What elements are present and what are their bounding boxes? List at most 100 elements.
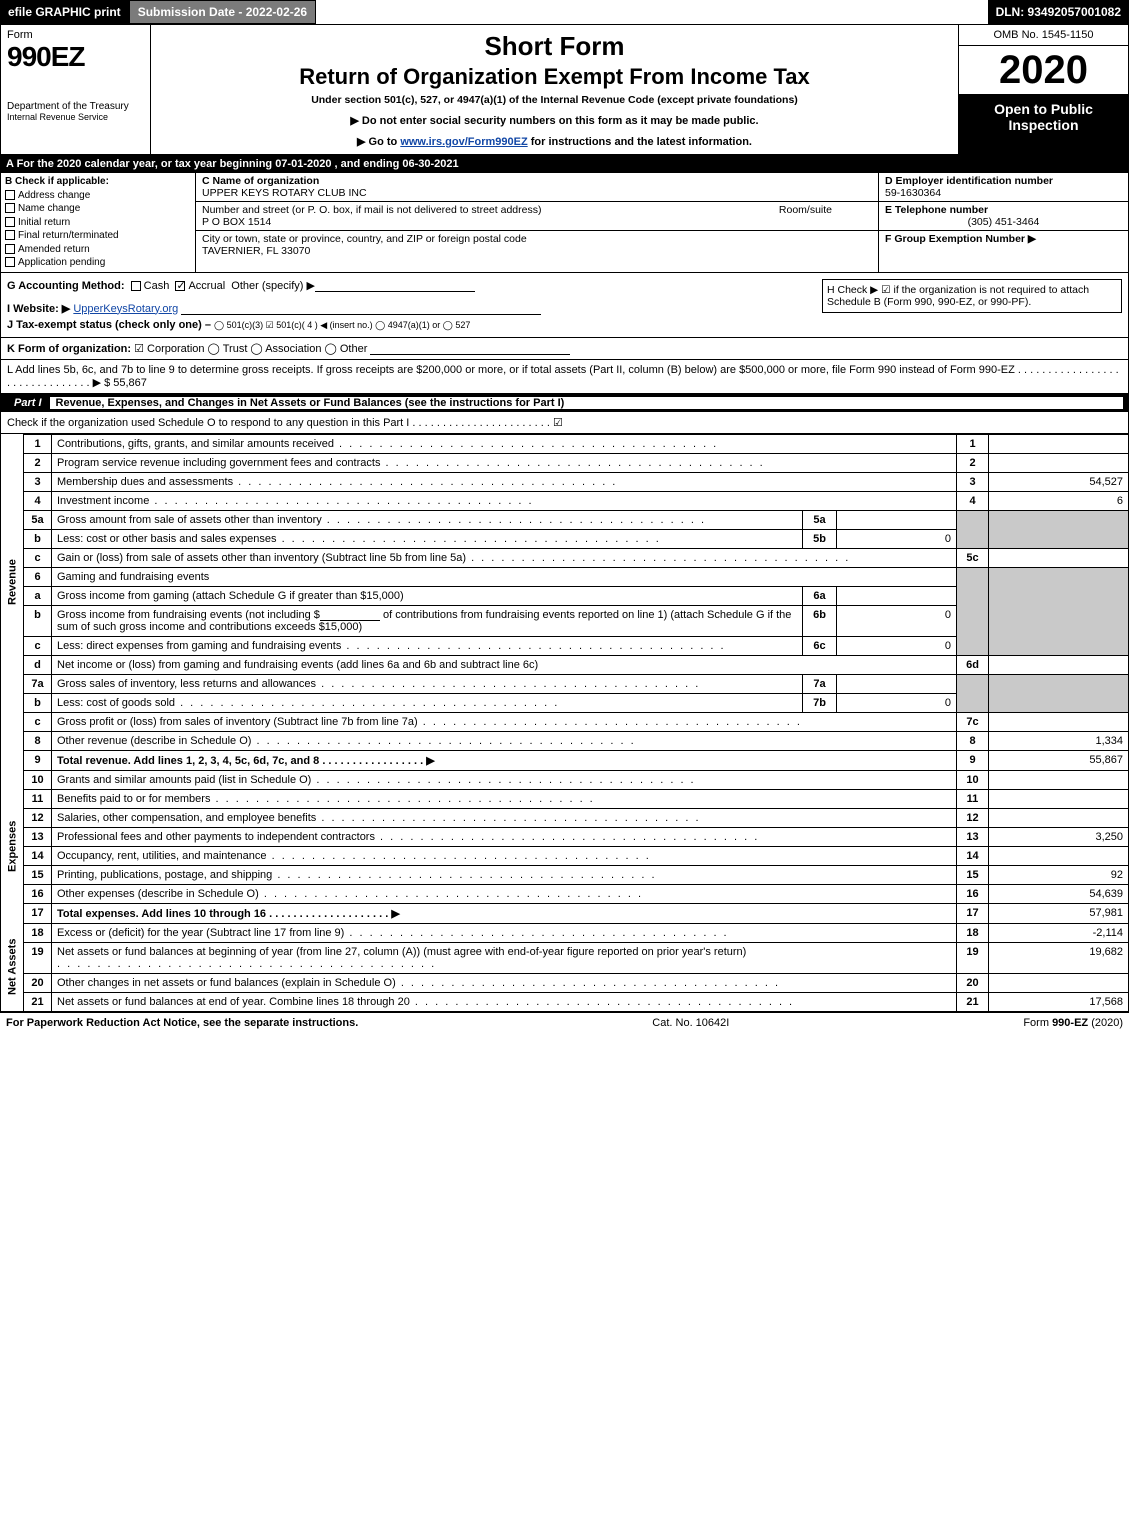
omb-number: OMB No. 1545-1150 bbox=[959, 25, 1128, 46]
ln8-val: 1,334 bbox=[989, 731, 1129, 750]
ln9-num: 9 bbox=[24, 750, 52, 770]
ln8-num: 8 bbox=[24, 731, 52, 750]
ln6c-desc: Less: direct expenses from gaming and fu… bbox=[52, 636, 803, 655]
chk-app-pending[interactable]: Application pending bbox=[5, 256, 191, 270]
g-other-input[interactable] bbox=[315, 280, 475, 292]
ln20-val bbox=[989, 973, 1129, 992]
ln7b-num: b bbox=[24, 693, 52, 712]
ln2-rn: 2 bbox=[957, 453, 989, 472]
ln12-desc: Salaries, other compensation, and employ… bbox=[52, 808, 957, 827]
chk-address-change[interactable]: Address change bbox=[5, 189, 191, 203]
ln11-rn: 11 bbox=[957, 789, 989, 808]
ln6-desc: Gaming and fundraising events bbox=[52, 567, 957, 586]
ln20-num: 20 bbox=[24, 973, 52, 992]
return-title: Return of Organization Exempt From Incom… bbox=[159, 64, 950, 90]
ln6b-sn: 6b bbox=[803, 605, 837, 636]
j-status: J Tax-exempt status (check only one) – ◯… bbox=[7, 319, 1122, 331]
short-form-title: Short Form bbox=[159, 31, 950, 62]
ln16-desc: Other expenses (describe in Schedule O) bbox=[52, 884, 957, 903]
ln5a-desc: Gross amount from sale of assets other t… bbox=[52, 510, 803, 529]
ln5a-sv bbox=[837, 510, 957, 529]
section-c: C Name of organization UPPER KEYS ROTARY… bbox=[196, 173, 878, 272]
ln5b-sv: 0 bbox=[837, 529, 957, 548]
ln15-val: 92 bbox=[989, 865, 1129, 884]
ln4-desc: Investment income bbox=[52, 491, 957, 510]
irs-line: Internal Revenue Service bbox=[7, 112, 144, 122]
ln7a-desc: Gross sales of inventory, less returns a… bbox=[52, 674, 803, 693]
ln9-val: 55,867 bbox=[989, 750, 1129, 770]
ln17-val: 57,981 bbox=[989, 903, 1129, 923]
ln6d-val bbox=[989, 655, 1129, 674]
k-row: K Form of organization: ☑ Corporation ◯ … bbox=[0, 338, 1129, 360]
ln21-val: 17,568 bbox=[989, 992, 1129, 1011]
c-name: C Name of organization UPPER KEYS ROTARY… bbox=[196, 173, 878, 202]
ghij-block: H Check ▶ ☑ if the organization is not r… bbox=[0, 273, 1129, 338]
ln21-num: 21 bbox=[24, 992, 52, 1011]
ln3-num: 3 bbox=[24, 472, 52, 491]
ln10-rn: 10 bbox=[957, 770, 989, 789]
ln6-rn-grey bbox=[957, 567, 989, 655]
entity-block: B Check if applicable: Address change Na… bbox=[0, 173, 1129, 273]
chk-cash[interactable] bbox=[131, 281, 141, 291]
ln17-desc: Total expenses. Add lines 10 through 16 … bbox=[52, 903, 957, 923]
ln16-num: 16 bbox=[24, 884, 52, 903]
ln5b-desc: Less: cost or other basis and sales expe… bbox=[52, 529, 803, 548]
ln14-val bbox=[989, 846, 1129, 865]
ln4-num: 4 bbox=[24, 491, 52, 510]
ln2-desc: Program service revenue including govern… bbox=[52, 453, 957, 472]
header-mid: Short Form Return of Organization Exempt… bbox=[151, 25, 958, 154]
ln5ab-val-grey bbox=[989, 510, 1129, 548]
ln6-val-grey bbox=[989, 567, 1129, 655]
submission-date: Submission Date - 2022-02-26 bbox=[129, 0, 316, 24]
chk-initial-return[interactable]: Initial return bbox=[5, 216, 191, 230]
header-left: Form 990EZ Department of the Treasury In… bbox=[1, 25, 151, 154]
ln6c-sv: 0 bbox=[837, 636, 957, 655]
footer-left: For Paperwork Reduction Act Notice, see … bbox=[6, 1017, 358, 1029]
ln4-rn: 4 bbox=[957, 491, 989, 510]
ln7c-num: c bbox=[24, 712, 52, 731]
form-number: 990EZ bbox=[7, 41, 144, 73]
ln3-val: 54,527 bbox=[989, 472, 1129, 491]
ln18-rn: 18 bbox=[957, 923, 989, 942]
ln5b-num: b bbox=[24, 529, 52, 548]
ln5c-num: c bbox=[24, 548, 52, 567]
ln7b-sv: 0 bbox=[837, 693, 957, 712]
ln10-val bbox=[989, 770, 1129, 789]
open-to-public: Open to Public Inspection bbox=[959, 95, 1128, 154]
ln12-val bbox=[989, 808, 1129, 827]
j-options: ◯ 501(c)(3) ☑ 501(c)( 4 ) ◀ (insert no.)… bbox=[214, 320, 470, 330]
ln17-num: 17 bbox=[24, 903, 52, 923]
ln1-desc: Contributions, gifts, grants, and simila… bbox=[52, 434, 957, 453]
ln13-val: 3,250 bbox=[989, 827, 1129, 846]
ln18-val: -2,114 bbox=[989, 923, 1129, 942]
ln19-val: 19,682 bbox=[989, 942, 1129, 973]
org-name: UPPER KEYS ROTARY CLUB INC bbox=[202, 187, 367, 199]
chk-amended[interactable]: Amended return bbox=[5, 243, 191, 257]
ln1-num: 1 bbox=[24, 434, 52, 453]
ln19-num: 19 bbox=[24, 942, 52, 973]
d-ein: D Employer identification number 59-1630… bbox=[879, 173, 1128, 202]
ln20-rn: 20 bbox=[957, 973, 989, 992]
ln11-num: 11 bbox=[24, 789, 52, 808]
chk-name-change[interactable]: Name change bbox=[5, 202, 191, 216]
ln14-desc: Occupancy, rent, utilities, and maintena… bbox=[52, 846, 957, 865]
ln7ab-rn-grey bbox=[957, 674, 989, 712]
website-link[interactable]: UpperKeysRotary.org bbox=[73, 303, 178, 315]
header-right: OMB No. 1545-1150 2020 Open to Public In… bbox=[958, 25, 1128, 154]
ln6b-num: b bbox=[24, 605, 52, 636]
ln5c-val bbox=[989, 548, 1129, 567]
f-label: F Group Exemption Number ▶ bbox=[885, 233, 1036, 245]
goto-link-text: ▶ Go to www.irs.gov/Form990EZ for instru… bbox=[159, 135, 950, 148]
ln5a-num: 5a bbox=[24, 510, 52, 529]
k-options: ☑ Corporation ◯ Trust ◯ Association ◯ Ot… bbox=[134, 343, 367, 355]
ln15-desc: Printing, publications, postage, and shi… bbox=[52, 865, 957, 884]
ln1-rn: 1 bbox=[957, 434, 989, 453]
ln6-num: 6 bbox=[24, 567, 52, 586]
form-header: Form 990EZ Department of the Treasury In… bbox=[0, 25, 1129, 155]
chk-accrual[interactable] bbox=[175, 281, 185, 291]
ln5ab-rn-grey bbox=[957, 510, 989, 548]
side-revenue: Revenue bbox=[1, 434, 24, 731]
chk-final-return[interactable]: Final return/terminated bbox=[5, 229, 191, 243]
irs-link[interactable]: www.irs.gov/Form990EZ bbox=[400, 136, 527, 148]
tax-year: 2020 bbox=[959, 46, 1128, 95]
